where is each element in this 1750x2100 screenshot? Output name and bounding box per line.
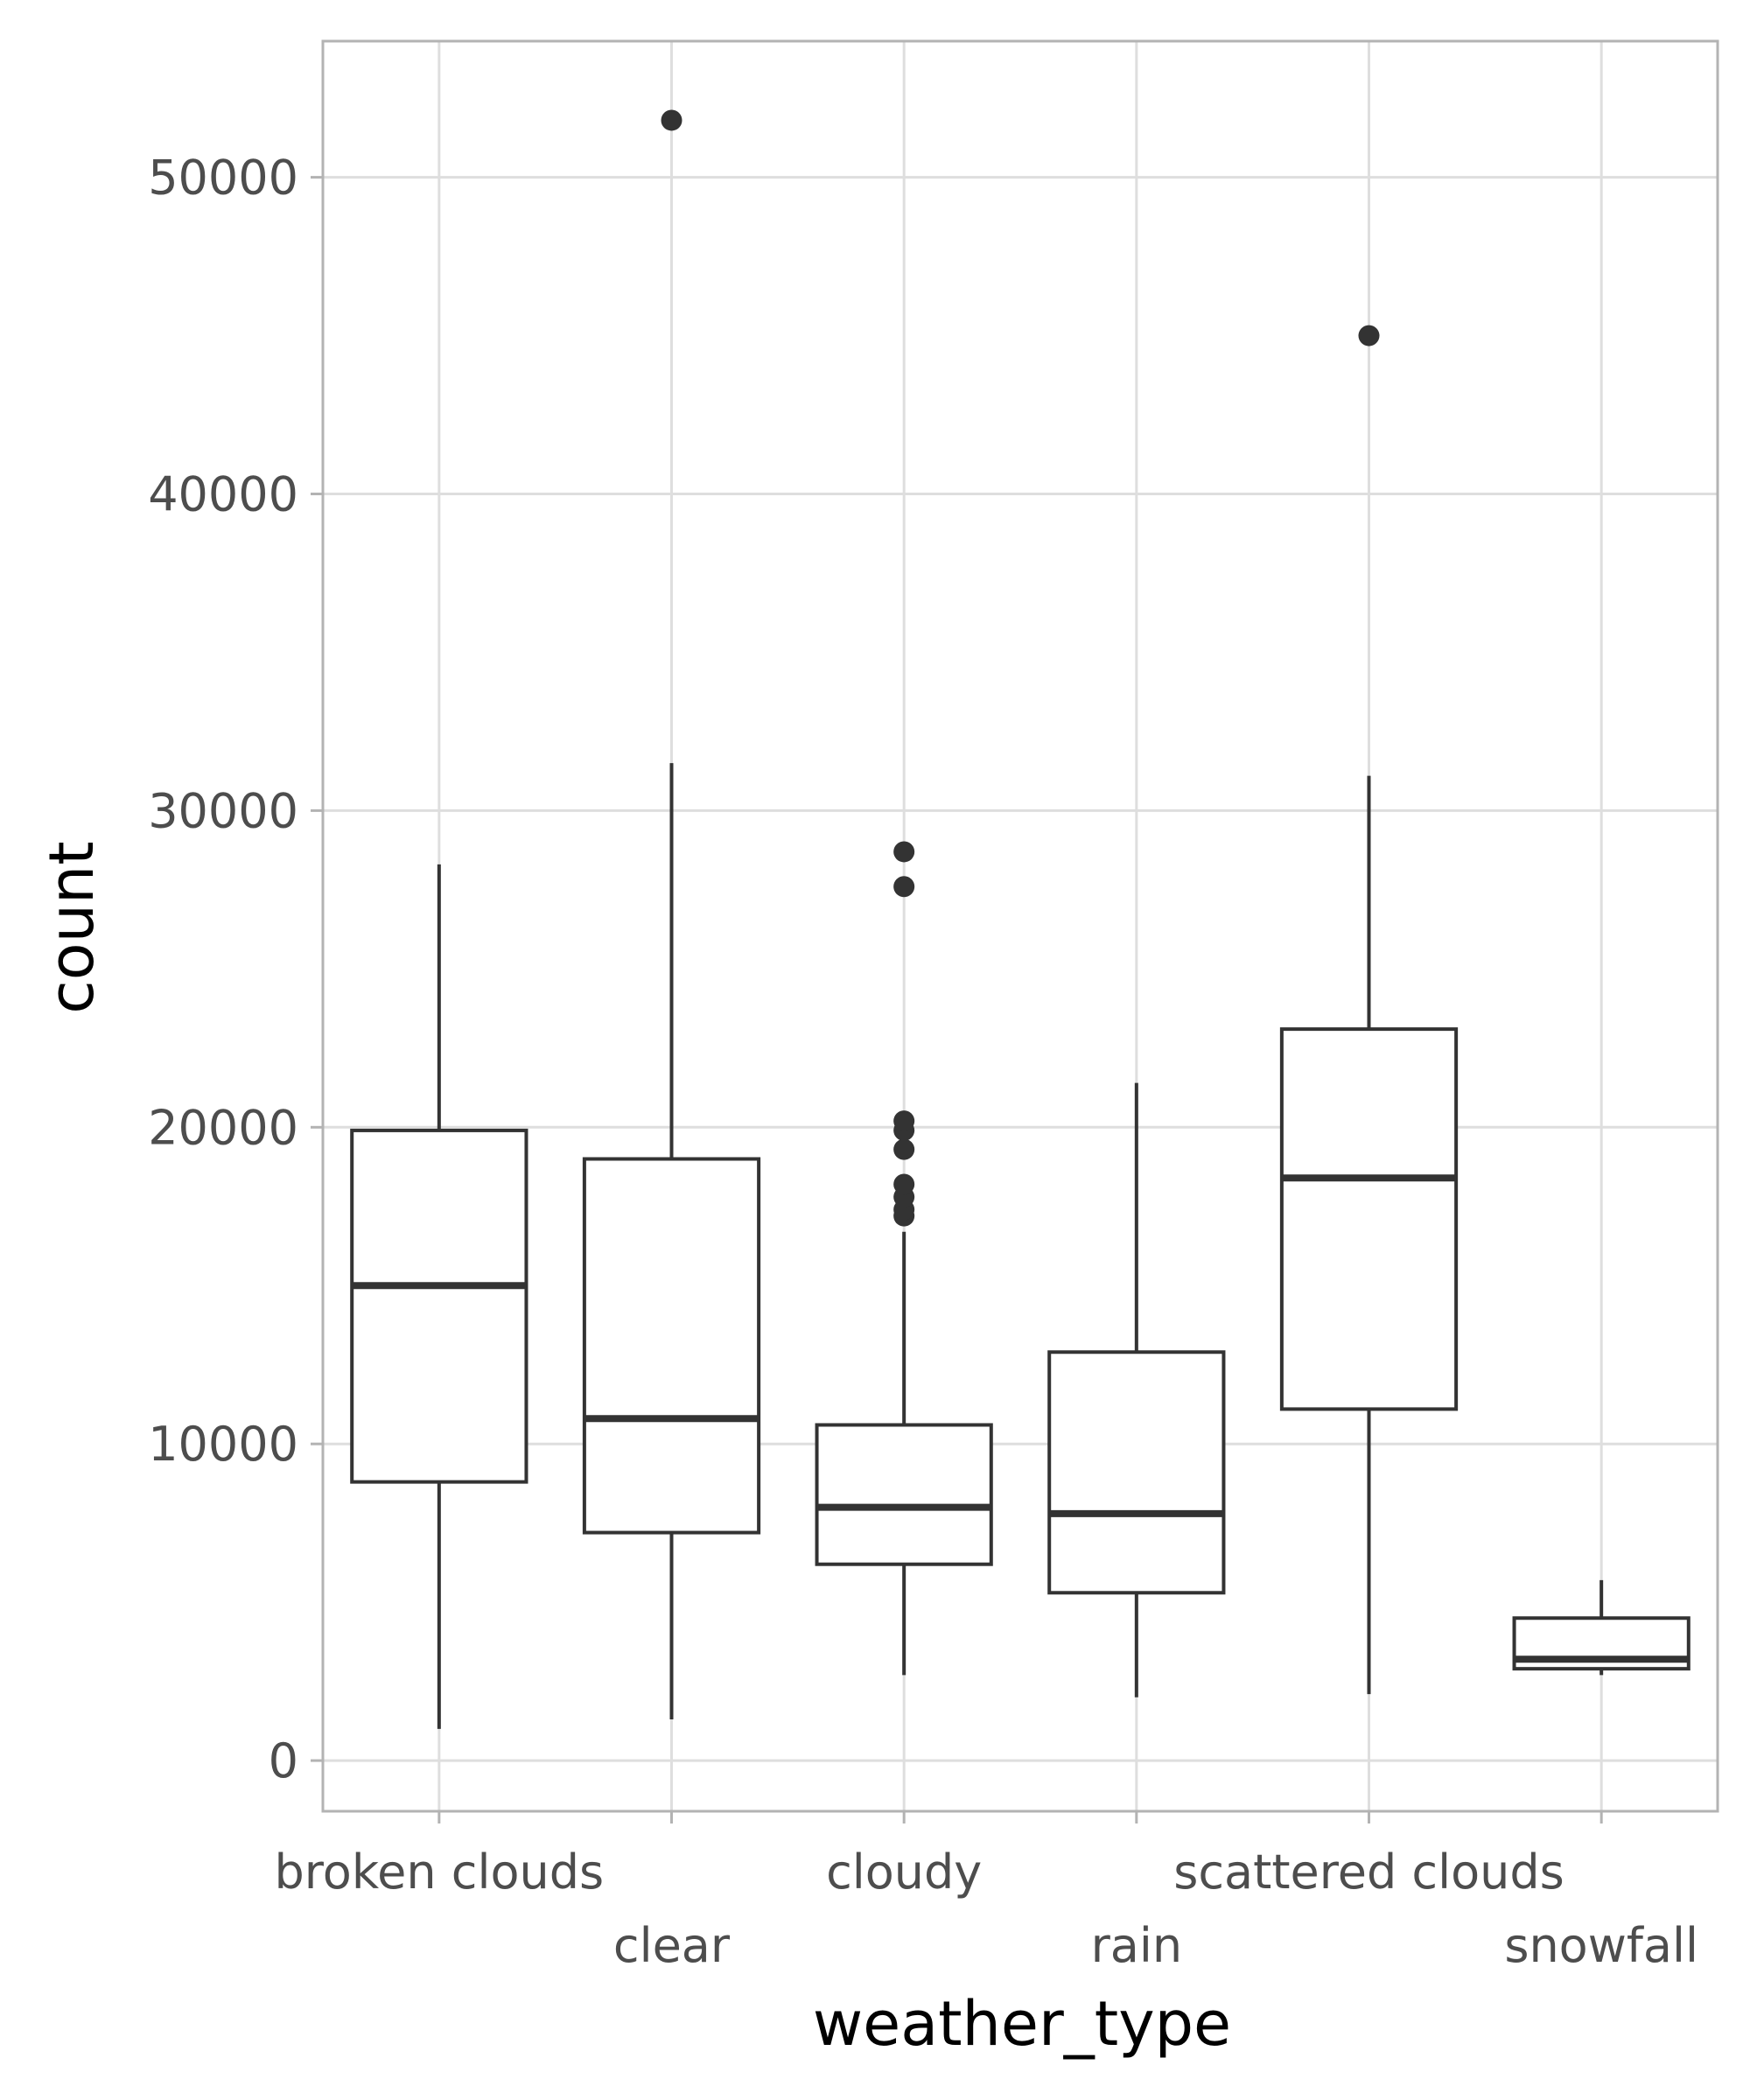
outlier-point (661, 109, 682, 131)
boxes (350, 109, 1690, 1729)
y-axis-tick-labels: 0 10000 20000 30000 40000 50000 (148, 150, 298, 1788)
panel-border (321, 39, 1719, 1813)
x-tick-label: scattered clouds (1173, 1844, 1564, 1900)
outlier-point (893, 1138, 915, 1160)
box-group (350, 864, 528, 1729)
x-tick-label: rain (1091, 1918, 1183, 1973)
box-group (1047, 1082, 1226, 1698)
y-tick-label: 30000 (148, 783, 298, 838)
x-tick-label: clear (613, 1918, 731, 1973)
x-tick-label: broken clouds (275, 1844, 605, 1900)
x-axis-title: weather_type (813, 1988, 1231, 2060)
box-iqr (1279, 1027, 1459, 1411)
outlier-point (893, 841, 915, 863)
y-tick-label: 0 (269, 1733, 298, 1788)
box-iqr (350, 1128, 528, 1484)
x-tick-label: snowfall (1504, 1918, 1698, 1973)
y-tick-label: 10000 (148, 1417, 298, 1472)
y-tick-label: 20000 (148, 1100, 298, 1155)
outlier-point (893, 876, 915, 898)
y-tick-label: 40000 (148, 467, 298, 522)
outlier-point (1358, 325, 1380, 346)
box-iqr (1047, 1350, 1226, 1595)
box-group (1279, 325, 1459, 1695)
outlier-point (893, 1110, 915, 1132)
y-axis-title: count (36, 841, 108, 1014)
box-group (582, 109, 761, 1720)
box-iqr (815, 1423, 993, 1566)
box-group (1512, 1579, 1690, 1676)
x-tick-label: cloudy (826, 1844, 982, 1900)
y-tick-label: 50000 (148, 150, 298, 206)
outlier-point (893, 1173, 915, 1195)
box-iqr (582, 1157, 761, 1535)
box-group (815, 841, 993, 1676)
